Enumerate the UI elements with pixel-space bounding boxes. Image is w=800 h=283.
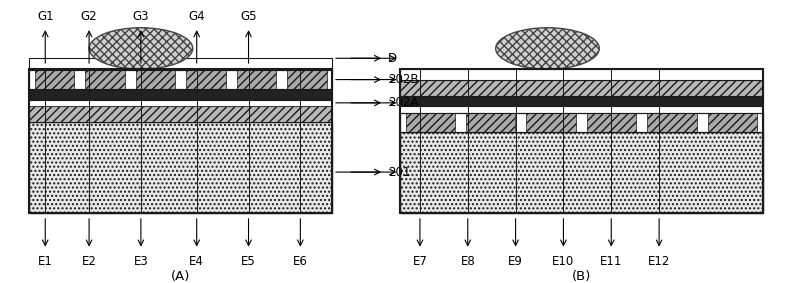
Bar bbox=[647, 113, 697, 132]
Text: E5: E5 bbox=[241, 255, 256, 268]
Text: G5: G5 bbox=[240, 10, 257, 23]
Text: 202A: 202A bbox=[388, 96, 418, 109]
Text: E8: E8 bbox=[460, 255, 475, 268]
Text: E10: E10 bbox=[552, 255, 574, 268]
Text: D: D bbox=[388, 52, 397, 65]
Bar bbox=[35, 70, 74, 89]
Bar bbox=[287, 70, 326, 89]
Bar bbox=[587, 113, 636, 132]
Text: G2: G2 bbox=[81, 10, 98, 23]
Text: E3: E3 bbox=[134, 255, 148, 268]
Bar bbox=[526, 113, 576, 132]
Bar bbox=[400, 113, 762, 132]
Bar bbox=[400, 80, 762, 96]
Bar bbox=[400, 96, 762, 106]
Ellipse shape bbox=[89, 28, 193, 69]
Bar bbox=[30, 100, 332, 106]
Text: (B): (B) bbox=[572, 270, 591, 283]
Text: G3: G3 bbox=[133, 10, 149, 23]
Text: E12: E12 bbox=[648, 255, 670, 268]
Text: E7: E7 bbox=[413, 255, 427, 268]
Bar bbox=[708, 113, 757, 132]
Bar bbox=[136, 70, 175, 89]
Bar bbox=[30, 122, 332, 213]
Bar bbox=[392, 68, 770, 216]
Text: G1: G1 bbox=[37, 10, 54, 23]
Text: E2: E2 bbox=[82, 255, 97, 268]
Bar bbox=[30, 89, 332, 100]
Text: E6: E6 bbox=[293, 255, 308, 268]
Text: E9: E9 bbox=[508, 255, 523, 268]
Bar bbox=[86, 70, 125, 89]
Bar bbox=[400, 132, 762, 213]
Bar bbox=[30, 70, 332, 89]
Bar bbox=[237, 70, 276, 89]
Bar bbox=[30, 106, 332, 122]
Text: E1: E1 bbox=[38, 255, 53, 268]
Bar bbox=[400, 68, 762, 213]
Bar bbox=[400, 68, 762, 80]
Text: 201: 201 bbox=[388, 166, 410, 179]
Bar bbox=[186, 70, 226, 89]
Bar bbox=[400, 113, 762, 132]
Bar bbox=[30, 70, 332, 89]
Text: 202B: 202B bbox=[388, 73, 418, 86]
Text: (A): (A) bbox=[171, 270, 190, 283]
Bar bbox=[466, 113, 515, 132]
Text: E11: E11 bbox=[600, 255, 622, 268]
Text: G4: G4 bbox=[188, 10, 205, 23]
Text: E4: E4 bbox=[190, 255, 204, 268]
Bar bbox=[22, 68, 340, 216]
Bar bbox=[30, 58, 332, 70]
Bar bbox=[400, 106, 762, 113]
Bar bbox=[406, 113, 455, 132]
Ellipse shape bbox=[496, 28, 599, 69]
Bar bbox=[30, 68, 332, 213]
